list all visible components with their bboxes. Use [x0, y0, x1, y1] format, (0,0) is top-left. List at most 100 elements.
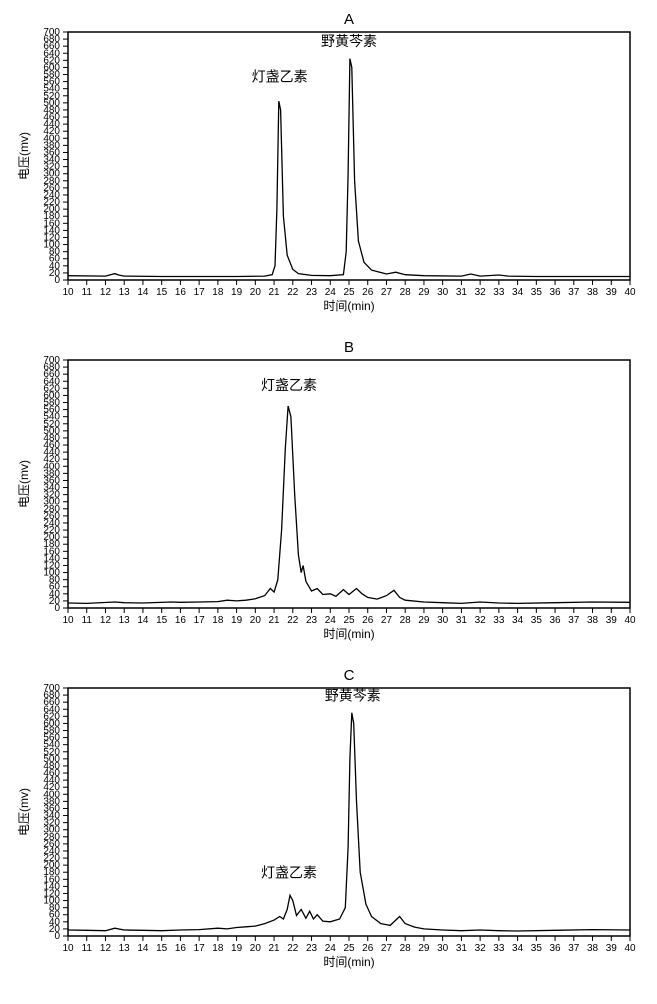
x-tick-label: 17 [194, 615, 206, 626]
x-tick-label: 18 [212, 943, 224, 954]
x-tick-label: 19 [231, 615, 243, 626]
x-tick-label: 33 [493, 615, 505, 626]
y-axis-title: 电压(mv) [17, 132, 31, 180]
x-tick-label: 25 [343, 943, 355, 954]
x-tick-label: 28 [400, 287, 412, 298]
x-tick-label: 24 [325, 287, 337, 298]
peak-label: 野黄芩素 [325, 687, 381, 703]
x-tick-label: 39 [606, 943, 618, 954]
x-tick-label: 33 [493, 287, 505, 298]
x-tick-label: 35 [531, 615, 543, 626]
x-tick-label: 16 [175, 943, 187, 954]
panel-a: A101112131415161718192021222324252627282… [10, 10, 647, 320]
x-tick-label: 38 [587, 943, 599, 954]
x-tick-label: 29 [418, 615, 430, 626]
x-tick-label: 35 [531, 287, 543, 298]
y-axis-title: 电压(mv) [17, 788, 31, 836]
x-tick-label: 30 [437, 287, 449, 298]
y-tick-label: 700 [43, 683, 60, 694]
x-tick-label: 22 [287, 943, 299, 954]
x-tick-label: 17 [194, 943, 206, 954]
x-tick-label: 29 [418, 943, 430, 954]
x-tick-label: 39 [606, 287, 618, 298]
x-tick-label: 21 [269, 287, 281, 298]
x-tick-label: 31 [456, 615, 468, 626]
x-tick-label: 26 [362, 615, 374, 626]
x-tick-label: 13 [119, 943, 131, 954]
x-tick-label: 19 [231, 287, 243, 298]
peak-label: 灯盏乙素 [261, 865, 317, 881]
x-tick-label: 32 [475, 943, 487, 954]
x-tick-label: 30 [437, 615, 449, 626]
x-tick-label: 37 [568, 615, 580, 626]
x-tick-label: 15 [156, 615, 168, 626]
chromatogram-figure: A101112131415161718192021222324252627282… [10, 10, 647, 976]
x-tick-label: 40 [624, 287, 636, 298]
x-tick-label: 27 [381, 287, 393, 298]
x-tick-label: 28 [400, 615, 412, 626]
x-tick-label: 26 [362, 287, 374, 298]
panel-title: B [344, 339, 354, 356]
panel-title: C [344, 667, 355, 684]
chromatogram-trace [68, 406, 630, 603]
x-tick-label: 24 [325, 615, 337, 626]
x-tick-label: 12 [100, 287, 112, 298]
x-tick-label: 23 [306, 943, 318, 954]
x-tick-label: 10 [62, 287, 74, 298]
peak-label: 野黄芩素 [321, 33, 377, 49]
peak-label: 灯盏乙素 [261, 377, 317, 393]
x-tick-label: 34 [512, 943, 524, 954]
x-tick-label: 10 [62, 615, 74, 626]
x-tick-label: 26 [362, 943, 374, 954]
x-tick-label: 11 [82, 943, 93, 954]
x-tick-label: 11 [82, 287, 93, 298]
x-tick-label: 34 [512, 615, 524, 626]
x-tick-label: 18 [212, 615, 224, 626]
x-axis-title: 时间(min) [323, 955, 374, 969]
x-tick-label: 22 [287, 287, 299, 298]
x-tick-label: 36 [550, 615, 562, 626]
plot-frame [68, 360, 630, 608]
x-tick-label: 39 [606, 615, 618, 626]
x-tick-label: 20 [250, 615, 262, 626]
x-tick-label: 12 [100, 943, 112, 954]
x-tick-label: 37 [568, 287, 580, 298]
x-tick-label: 34 [512, 287, 524, 298]
x-axis-title: 时间(min) [323, 299, 374, 313]
x-tick-label: 32 [475, 615, 487, 626]
x-tick-label: 23 [306, 615, 318, 626]
x-tick-label: 35 [531, 943, 543, 954]
x-tick-label: 25 [343, 287, 355, 298]
x-tick-label: 10 [62, 943, 74, 954]
x-tick-label: 15 [156, 943, 168, 954]
x-tick-label: 36 [550, 287, 562, 298]
x-axis-title: 时间(min) [323, 627, 374, 641]
x-tick-label: 22 [287, 615, 299, 626]
x-tick-label: 31 [456, 287, 468, 298]
x-tick-label: 28 [400, 943, 412, 954]
x-tick-label: 40 [624, 943, 636, 954]
x-tick-label: 38 [587, 615, 599, 626]
x-tick-label: 12 [100, 615, 112, 626]
y-tick-label: 700 [43, 355, 60, 366]
x-tick-label: 13 [119, 287, 131, 298]
x-tick-label: 16 [175, 615, 187, 626]
panel-b: B101112131415161718192021222324252627282… [10, 338, 647, 648]
y-axis-title: 电压(mv) [17, 460, 31, 508]
x-tick-label: 20 [250, 943, 262, 954]
x-tick-label: 18 [212, 287, 224, 298]
x-tick-label: 25 [343, 615, 355, 626]
chromatogram-trace [68, 59, 630, 277]
panel-c: C101112131415161718192021222324252627282… [10, 666, 647, 976]
x-tick-label: 17 [194, 287, 206, 298]
x-tick-label: 23 [306, 287, 318, 298]
x-tick-label: 37 [568, 943, 580, 954]
x-tick-label: 27 [381, 943, 393, 954]
x-tick-label: 14 [137, 943, 149, 954]
x-tick-label: 21 [269, 943, 281, 954]
x-tick-label: 16 [175, 287, 187, 298]
x-tick-label: 14 [137, 287, 149, 298]
peak-label: 灯盏乙素 [252, 69, 308, 85]
x-tick-label: 32 [475, 287, 487, 298]
x-tick-label: 29 [418, 287, 430, 298]
